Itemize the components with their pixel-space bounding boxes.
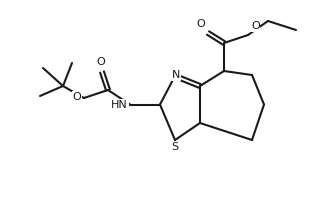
Text: HN: HN <box>111 99 128 109</box>
Text: N: N <box>172 70 180 80</box>
Text: O: O <box>72 92 81 102</box>
Text: O: O <box>251 21 260 31</box>
Text: O: O <box>196 19 205 29</box>
Text: O: O <box>97 57 105 67</box>
Text: S: S <box>171 142 179 152</box>
